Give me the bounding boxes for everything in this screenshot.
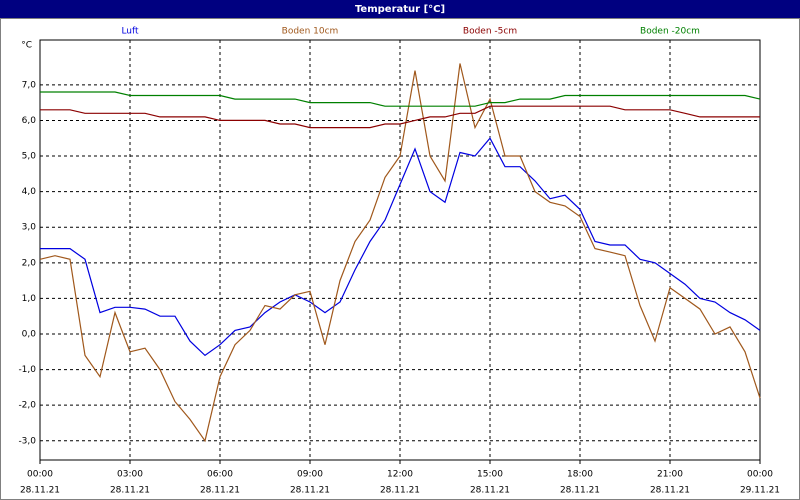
legend-label: Boden -20cm [640,27,700,37]
x-tick-label: 03:00 [117,470,143,480]
y-tick-label: 6,0 [22,116,37,126]
y-tick-label: -2,0 [18,401,36,411]
x-tick-date: 28.11.21 [200,486,240,496]
legend-label: Boden -5cm [463,27,517,37]
y-tick-label: 0,0 [22,330,37,340]
x-tick-date: 28.11.21 [470,486,510,496]
x-tick-date: 28.11.21 [650,486,690,496]
x-tick-label: 00:00 [747,470,773,480]
y-tick-label: 5,0 [22,152,37,162]
legend-label: Luft [121,27,139,37]
y-tick-label: 3,0 [22,223,37,233]
y-tick-label: -3,0 [18,436,36,446]
x-tick-label: 15:00 [477,470,503,480]
x-tick-date: 28.11.21 [20,486,60,496]
x-tick-date: 28.11.21 [560,486,600,496]
x-tick-label: 21:00 [657,470,683,480]
y-tick-label: 2,0 [22,258,37,268]
series-line [40,91,761,107]
legend-label: Boden 10cm [282,27,339,37]
y-tick-label: 1,0 [22,294,37,304]
y-tick-label: 7,0 [22,80,37,90]
x-tick-date: 28.11.21 [110,486,150,496]
x-tick-label: 18:00 [567,470,593,480]
x-tick-label: 09:00 [297,470,323,480]
y-unit: °C [21,41,32,51]
x-tick-date: 29.11.21 [740,486,780,496]
series-line [40,137,761,357]
x-tick-label: 00:00 [27,470,53,480]
series-line [39,63,761,443]
chart-title: Temperatur [°C] [355,4,445,15]
x-tick-date: 28.11.21 [380,486,420,496]
series-line [40,105,760,129]
x-tick-label: 06:00 [207,470,233,480]
y-tick-label: -1,0 [18,365,36,375]
x-tick-date: 28.11.21 [290,486,330,496]
x-tick-label: 12:00 [387,470,413,480]
title-bar [0,0,800,18]
y-tick-label: 4,0 [22,187,37,197]
